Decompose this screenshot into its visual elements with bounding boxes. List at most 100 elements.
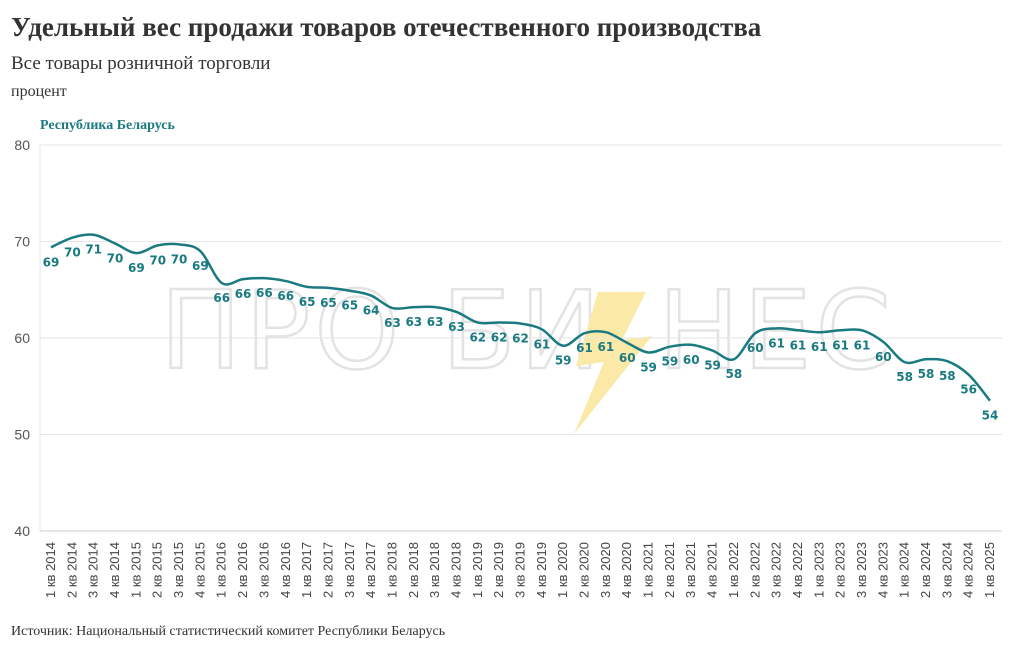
data-labels: 69 70 71 70 69 70 70 69 66 66 66 66 65 65 65 64 63 63 63 63…	[43, 243, 999, 423]
data-label: 58	[918, 367, 935, 381]
data-label: 65	[320, 296, 337, 310]
x-axis: 1 кв 2014 2 кв 2014 3 кв 2014 4 кв 2014 1 кв…	[43, 542, 997, 598]
x-tick-label: 1 кв 2016	[214, 542, 229, 598]
data-label: 61	[598, 340, 615, 354]
y-tick-label: 80	[14, 137, 30, 153]
x-tick-label: 4 кв 2024	[961, 542, 976, 598]
data-label: 56	[960, 383, 977, 397]
legend-series-name: Республика Беларусь	[40, 118, 175, 133]
x-tick-label: 1 кв 2023	[811, 542, 826, 598]
x-tick-label: 3 кв 2022	[769, 542, 784, 598]
data-label: 63	[405, 315, 422, 329]
x-tick-label: 2 кв 2017	[320, 542, 335, 598]
data-label: 60	[683, 353, 700, 367]
y-tick-label: 60	[14, 330, 30, 346]
x-tick-label: 3 кв 2016	[256, 542, 271, 598]
x-tick-label: 1 кв 2019	[470, 542, 485, 598]
grid-lines	[39, 144, 1002, 532]
chart-subtitle: Все товары розничной торговли	[11, 53, 271, 74]
x-tick-label: 2 кв 2020	[577, 542, 592, 598]
x-tick-label: 2 кв 2022	[747, 542, 762, 598]
x-tick-label: 4 кв 2022	[790, 542, 805, 598]
x-tick-label: 1 кв 2018	[384, 542, 399, 598]
x-tick-label: 4 кв 2021	[705, 542, 720, 598]
x-tick-label: 2 кв 2023	[833, 542, 848, 598]
x-tick-label: 2 кв 2018	[406, 542, 421, 598]
x-tick-label: 3 кв 2017	[342, 542, 357, 598]
data-label: 65	[299, 295, 316, 309]
data-label: 70	[171, 252, 188, 266]
data-label: 70	[64, 246, 81, 260]
data-label: 70	[107, 251, 124, 265]
data-label: 71	[85, 243, 102, 257]
data-label: 59	[555, 354, 572, 368]
x-tick-label: 3 кв 2018	[427, 542, 442, 598]
unit-label: процент	[11, 83, 67, 100]
x-tick-label: 3 кв 2015	[171, 542, 186, 598]
data-label: 66	[256, 286, 273, 300]
x-tick-label: 1 кв 2017	[299, 542, 314, 598]
data-label: 61	[533, 337, 550, 351]
data-label: 60	[747, 341, 764, 355]
data-label: 69	[128, 261, 145, 275]
data-label: 65	[341, 299, 358, 313]
x-tick-label: 1 кв 2024	[897, 542, 912, 598]
x-tick-label: 2 кв 2015	[150, 542, 165, 598]
x-tick-label: 2 кв 2019	[491, 542, 506, 598]
data-label: 63	[427, 315, 444, 329]
lightning-bolt-icon	[574, 292, 652, 434]
data-label: 61	[768, 336, 785, 350]
x-tick-label: 1 кв 2021	[641, 542, 656, 598]
data-label: 61	[790, 338, 807, 352]
chart-title: Удельный вес продажи товаров отечественн…	[11, 12, 762, 42]
y-tick-label: 70	[14, 234, 30, 250]
x-tick-label: 4 кв 2014	[107, 542, 122, 598]
data-label: 59	[640, 360, 657, 374]
x-tick-label: 3 кв 2014	[86, 542, 101, 598]
x-tick-label: 4 кв 2015	[192, 542, 207, 598]
data-label: 61	[832, 338, 849, 352]
data-label: 62	[469, 331, 486, 345]
data-label: 54	[982, 409, 999, 423]
data-label: 60	[619, 351, 636, 365]
x-tick-label: 3 кв 2020	[598, 542, 613, 598]
x-tick-label: 1 кв 2014	[43, 542, 58, 598]
x-tick-label: 4 кв 2023	[875, 542, 890, 598]
x-tick-label: 4 кв 2017	[363, 542, 378, 598]
y-tick-label: 50	[14, 427, 30, 443]
x-tick-label: 1 кв 2022	[726, 542, 741, 598]
watermark-logo: ПРО БИ НЕС	[159, 268, 892, 434]
data-label: 61	[811, 340, 828, 354]
data-label: 61	[576, 341, 593, 355]
x-tick-label: 1 кв 2020	[555, 542, 570, 598]
x-tick-label: 2 кв 2021	[662, 542, 677, 598]
data-label: 58	[939, 369, 956, 383]
data-label: 66	[277, 289, 294, 303]
series-line	[50, 233, 991, 402]
data-label: 66	[235, 287, 252, 301]
data-label: 70	[149, 253, 166, 267]
y-axis: 40 50 60 70 80	[14, 137, 30, 539]
data-label: 69	[192, 259, 209, 273]
data-label: 66	[213, 291, 230, 305]
x-tick-label: 3 кв 2019	[513, 542, 528, 598]
data-label: 63	[384, 316, 401, 330]
data-label: 69	[43, 255, 60, 269]
x-tick-label: 2 кв 2016	[235, 542, 250, 598]
x-tick-label: 4 кв 2018	[448, 542, 463, 598]
x-tick-label: 1 кв 2025	[982, 542, 997, 598]
x-tick-label: 3 кв 2023	[854, 542, 869, 598]
data-label: 59	[704, 359, 721, 373]
x-tick-label: 2 кв 2014	[64, 542, 79, 598]
source-note: Источник: Национальный статистический ко…	[11, 624, 446, 639]
x-tick-label: 1 кв 2015	[128, 542, 143, 598]
x-tick-label: 3 кв 2024	[939, 542, 954, 598]
x-tick-label: 3 кв 2021	[683, 542, 698, 598]
x-tick-label: 2 кв 2024	[918, 542, 933, 598]
data-label: 60	[875, 350, 892, 364]
data-label: 59	[662, 355, 679, 369]
data-label: 58	[896, 370, 913, 384]
data-label: 62	[491, 331, 508, 345]
x-tick-label: 4 кв 2020	[619, 542, 634, 598]
